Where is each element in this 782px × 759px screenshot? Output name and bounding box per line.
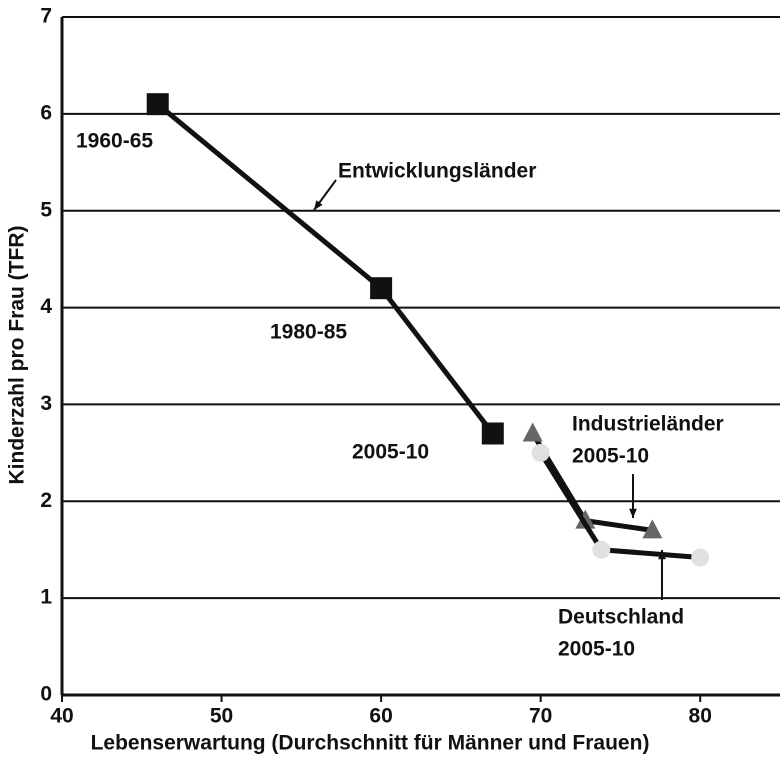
marker: [592, 540, 611, 559]
series-line: [538, 451, 701, 560]
series-label: Deutschland: [558, 606, 684, 629]
x-tick-label: 40: [50, 705, 73, 728]
series-label: Entwicklungsländer: [338, 160, 536, 183]
marker: [531, 443, 550, 462]
series-label: Industrieländer: [572, 413, 724, 436]
marker: [370, 277, 393, 300]
y-tick-label: 7: [40, 5, 52, 28]
marker: [575, 509, 596, 529]
y-axis-label: Kinderzahl pro Frau (TFR): [6, 226, 29, 485]
y-tick-label: 2: [40, 489, 52, 512]
x-tick-label: 60: [369, 705, 392, 728]
annotation: 1960-65: [76, 130, 153, 153]
arrow-head: [658, 550, 666, 560]
series-line: [156, 102, 495, 436]
annotation: 2005-10: [572, 445, 649, 468]
x-tick-label: 80: [689, 705, 712, 728]
y-tick-label: 4: [40, 295, 52, 318]
annotation: 2005-10: [558, 638, 635, 661]
annotation: 1980-85: [270, 321, 347, 344]
marker: [522, 422, 543, 442]
x-tick-label: 70: [529, 705, 552, 728]
marker: [481, 422, 504, 445]
marker: [642, 519, 663, 539]
y-tick-label: 5: [40, 198, 52, 221]
y-tick-label: 1: [40, 586, 52, 609]
annotation: 2005-10: [352, 441, 429, 464]
arrow-head: [629, 508, 637, 518]
x-axis-label: Lebenserwartung (Durchschnitt für Männer…: [91, 732, 650, 755]
y-tick-label: 3: [40, 392, 52, 415]
y-tick-label: 6: [40, 101, 52, 124]
marker: [691, 548, 710, 567]
y-tick-label: 0: [40, 683, 52, 706]
arrow-head: [314, 200, 323, 210]
x-tick-label: 50: [210, 705, 233, 728]
marker: [146, 93, 169, 116]
